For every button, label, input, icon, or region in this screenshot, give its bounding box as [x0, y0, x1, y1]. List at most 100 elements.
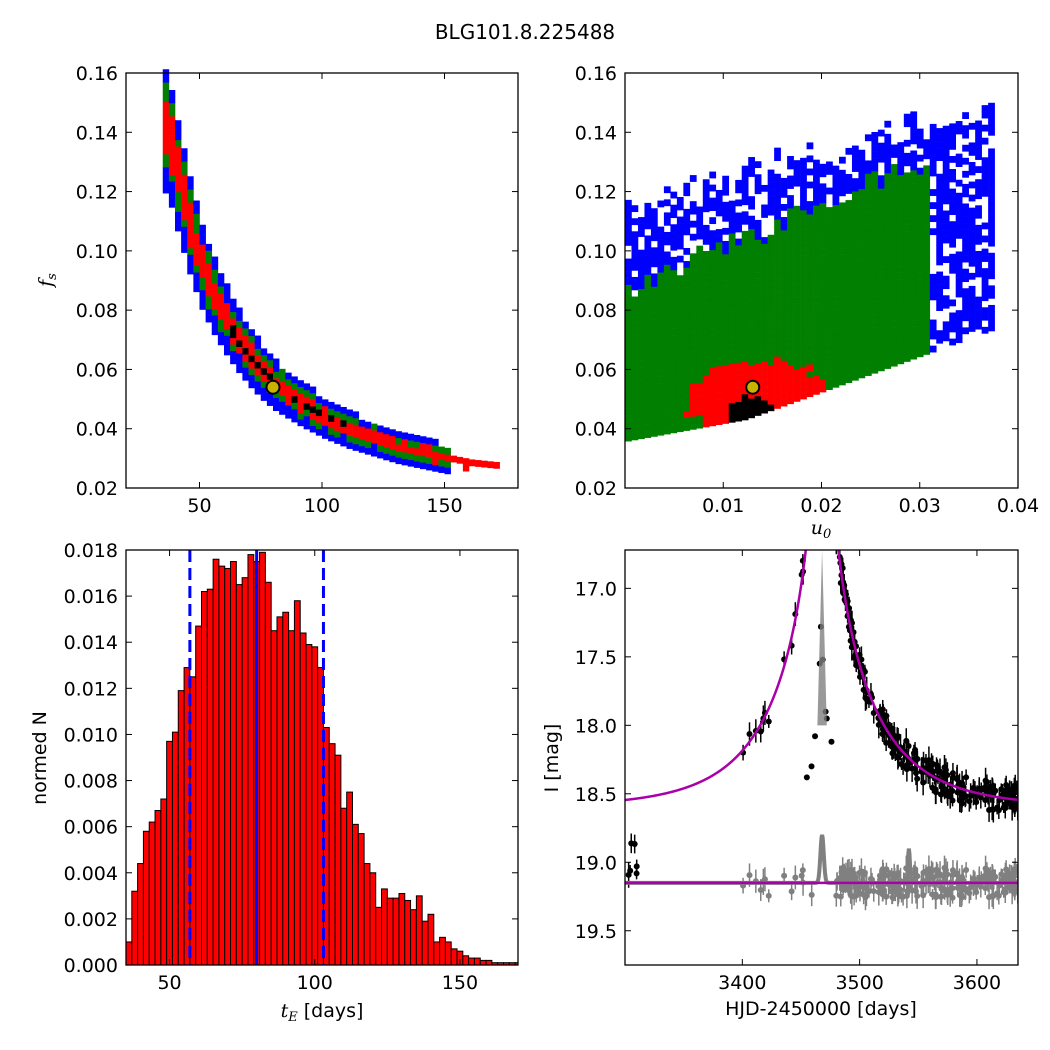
histogram-bar: [293, 600, 301, 966]
posterior-cell: [897, 174, 905, 182]
posterior-cell: [689, 285, 697, 293]
posterior-cell: [884, 199, 892, 206]
posterior-cell: [903, 185, 911, 193]
histogram-bar: [160, 798, 168, 966]
posterior-cell: [709, 275, 717, 283]
posterior-cell: [254, 342, 262, 349]
posterior-cell: [871, 203, 879, 211]
best-fit-marker: [745, 379, 761, 395]
posterior-cell: [780, 399, 788, 407]
posterior-cell: [962, 112, 969, 119]
posterior-cell: [968, 181, 976, 189]
posterior-cell: [702, 250, 710, 258]
posterior-cell: [761, 184, 768, 192]
posterior-cell: [988, 259, 995, 267]
posterior-cell: [722, 182, 730, 190]
posterior-cell: [819, 229, 827, 236]
posterior-cell: [903, 172, 911, 180]
posterior-cell: [988, 239, 995, 247]
posterior-cell: [884, 218, 892, 226]
posterior-cell: [774, 336, 781, 344]
posterior-cell: [657, 259, 665, 267]
posterior-cell: [903, 205, 911, 212]
posterior-cell: [845, 200, 853, 207]
posterior-cell: [254, 381, 262, 389]
posterior-cell: [774, 388, 781, 396]
residual-point: [1013, 867, 1018, 874]
posterior-cell: [683, 293, 691, 301]
posterior-cell: [303, 389, 311, 397]
posterior-cell: [767, 339, 775, 346]
posterior-cell: [813, 296, 820, 304]
posterior-cell: [709, 288, 717, 296]
posterior-cell: [683, 267, 691, 275]
posterior-cell: [748, 398, 755, 406]
posterior-cell: [988, 102, 995, 110]
posterior-cell: [670, 211, 678, 219]
posterior-cell: [728, 285, 736, 293]
posterior-cell: [858, 260, 866, 268]
posterior-cell: [916, 311, 924, 319]
posterior-cell: [728, 304, 736, 312]
y-tick-label: 0.16: [575, 63, 617, 85]
posterior-cell: [864, 186, 872, 194]
posterior-cell: [871, 177, 879, 185]
posterior-cell: [800, 307, 807, 315]
posterior-cell: [285, 385, 292, 393]
posterior-cell: [923, 282, 931, 290]
posterior-cell: [793, 310, 801, 317]
posterior-cell: [838, 306, 846, 314]
posterior-cell: [420, 442, 427, 450]
posterior-cell: [916, 317, 924, 325]
posterior-cell: [871, 171, 879, 178]
posterior-cell: [260, 361, 268, 369]
data-point: [990, 789, 997, 796]
posterior-cell: [709, 380, 717, 388]
posterior-cell: [923, 237, 931, 244]
x-tick-label: 150: [426, 495, 462, 517]
posterior-cell: [260, 367, 268, 375]
posterior-cell: [644, 431, 652, 438]
residual-point: [990, 893, 997, 900]
posterior-cell: [748, 274, 755, 282]
posterior-cell: [767, 267, 775, 275]
posterior-cell: [162, 127, 170, 135]
posterior-cell: [670, 243, 678, 251]
posterior-cell: [864, 219, 872, 226]
posterior-cell: [981, 274, 989, 282]
posterior-cell: [663, 303, 671, 311]
posterior-cell: [975, 179, 982, 187]
posterior-cell: [787, 273, 794, 281]
posterior-cell: [328, 408, 335, 416]
posterior-cell: [389, 429, 396, 437]
posterior-cell: [657, 396, 665, 403]
posterior-cell: [709, 373, 717, 381]
posterior-cell: [625, 206, 632, 214]
data-point: [627, 867, 634, 874]
posterior-cell: [793, 323, 801, 331]
residual-point: [936, 871, 943, 878]
posterior-cell: [631, 205, 639, 213]
posterior-cell: [877, 207, 885, 215]
posterior-cell: [683, 365, 691, 373]
posterior-cell: [644, 261, 652, 269]
posterior-cell: [175, 211, 182, 219]
posterior-cell: [722, 253, 730, 261]
posterior-cell: [168, 103, 176, 110]
posterior-cell: [968, 240, 976, 248]
posterior-cell: [929, 228, 937, 236]
posterior-cell: [715, 255, 723, 262]
posterior-cell: [748, 163, 755, 171]
posterior-cell: [858, 221, 866, 229]
posterior-cell: [955, 257, 963, 265]
posterior-cell: [800, 209, 807, 217]
posterior-cell: [929, 169, 937, 177]
posterior-cell: [702, 368, 710, 376]
posterior-cell: [637, 406, 645, 414]
posterior-cell: [774, 349, 781, 357]
posterior-cell: [813, 205, 820, 213]
posterior-cell: [884, 316, 892, 324]
posterior-cell: [838, 241, 846, 249]
posterior-cell: [858, 241, 866, 248]
posterior-cell: [962, 229, 969, 237]
